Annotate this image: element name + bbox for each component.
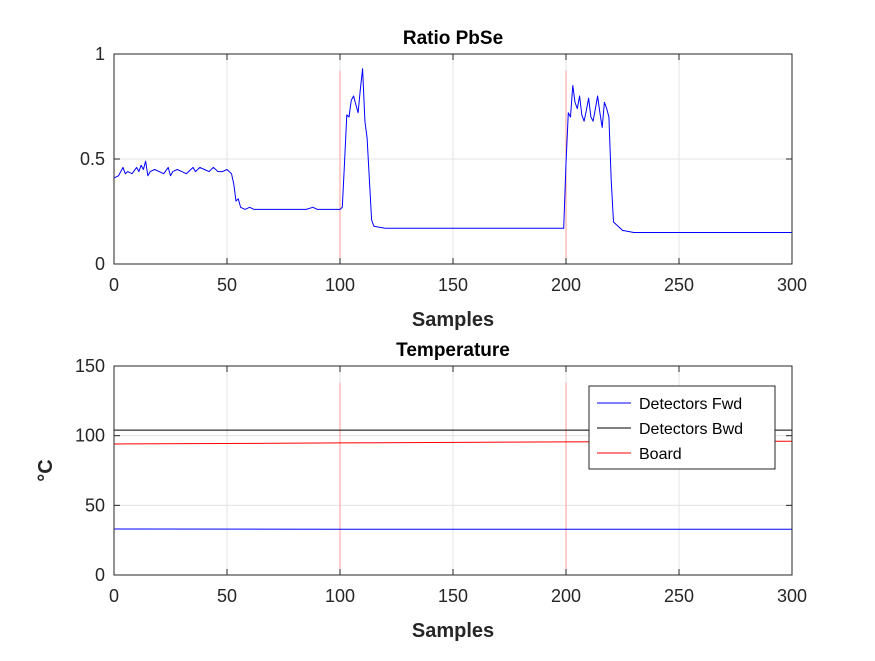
y-tick-label: 150: [75, 356, 105, 376]
chart-title: Ratio PbSe: [403, 28, 503, 49]
x-tick-label: 50: [217, 275, 237, 295]
x-tick-label: 100: [325, 275, 355, 295]
x-axis-title: Samples: [412, 309, 494, 331]
x-tick-label: 250: [664, 275, 694, 295]
y-tick-label: 100: [75, 426, 105, 446]
chart-1: 0 50 100 150 200 250 300 0 0.5 1 Ratio PbSe Samples: [80, 28, 807, 331]
x-tick-label: 300: [777, 275, 807, 295]
x-tick-label: 300: [777, 586, 807, 606]
y-tick-label: 1: [95, 44, 105, 64]
chart-2: 0 50 100 150 200 250 300 0 50 100 150 Temperature Sa…: [35, 340, 807, 642]
x-tick-label: 200: [551, 275, 581, 295]
legend-label: Detectors Bwd: [639, 421, 743, 438]
y-axis-title: °C: [35, 459, 57, 481]
x-tick-label: 0: [109, 586, 119, 606]
x-tick-label: 200: [551, 586, 581, 606]
y-tick-label: 50: [85, 495, 105, 515]
x-tick-label: 50: [217, 586, 237, 606]
y-tick-label: 0: [95, 565, 105, 585]
x-tick-label: 150: [438, 586, 468, 606]
legend-label: Board: [639, 446, 682, 463]
y-tick-label: 0: [95, 254, 105, 274]
legend-label: Detectors Fwd: [639, 396, 742, 413]
x-tick-label: 100: [325, 586, 355, 606]
chart-title: Temperature: [396, 340, 510, 361]
x-axis-title: Samples: [412, 620, 494, 642]
x-tick-label: 0: [109, 275, 119, 295]
x-tick-label: 250: [664, 586, 694, 606]
y-tick-label: 0.5: [80, 149, 105, 169]
legend: Detectors Fwd Detectors Bwd Board: [589, 386, 775, 469]
x-tick-label: 150: [438, 275, 468, 295]
